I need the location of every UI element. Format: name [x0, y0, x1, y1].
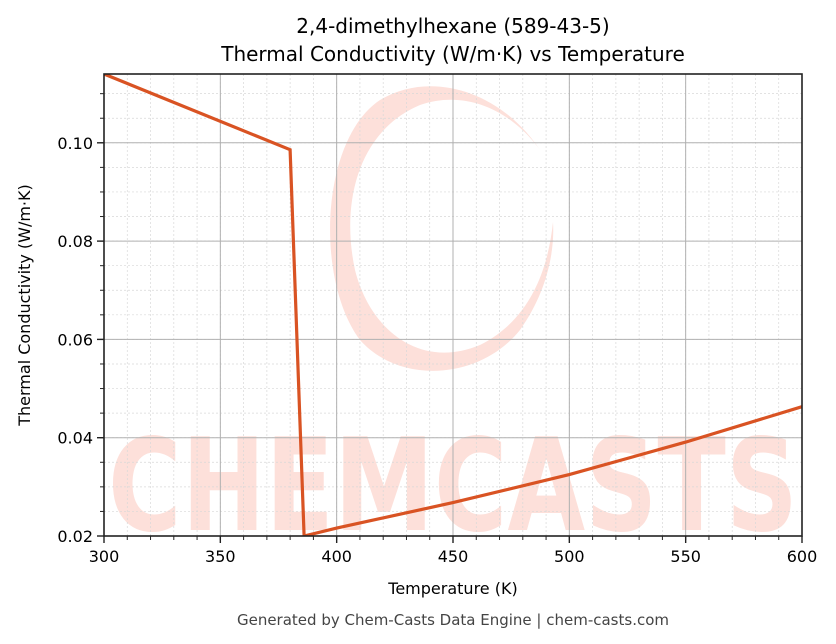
y-tick-label: 0.02 [57, 527, 93, 546]
x-tick-label: 400 [321, 547, 352, 566]
x-tick-label: 300 [89, 547, 120, 566]
x-axis-tick-labels: 300 350 400 450 500 550 600 [89, 547, 818, 566]
x-tick-label: 600 [787, 547, 818, 566]
y-axis-tick-labels: 0.02 0.04 0.06 0.08 0.10 [57, 134, 93, 546]
watermark-swirl-icon [330, 86, 554, 371]
x-axis-label: Temperature (K) [387, 579, 517, 598]
x-tick-label: 500 [554, 547, 585, 566]
x-tick-label: 450 [438, 547, 469, 566]
y-axis-label: Thermal Conductivity (W/m·K) [15, 184, 34, 427]
x-tick-label: 550 [670, 547, 701, 566]
footer-credit: Generated by Chem-Casts Data Engine | ch… [237, 611, 669, 629]
chart-title-line1: 2,4-dimethylhexane (589-43-5) [296, 14, 609, 38]
y-tick-label: 0.10 [57, 134, 93, 153]
thermal-conductivity-line [104, 74, 802, 536]
x-tick-label: 350 [205, 547, 236, 566]
chart-title-line2: Thermal Conductivity (W/m·K) vs Temperat… [220, 42, 685, 66]
y-tick-label: 0.04 [57, 429, 93, 448]
axis-ticks [97, 93, 803, 543]
y-tick-label: 0.08 [57, 232, 93, 251]
y-tick-label: 0.06 [57, 330, 93, 349]
